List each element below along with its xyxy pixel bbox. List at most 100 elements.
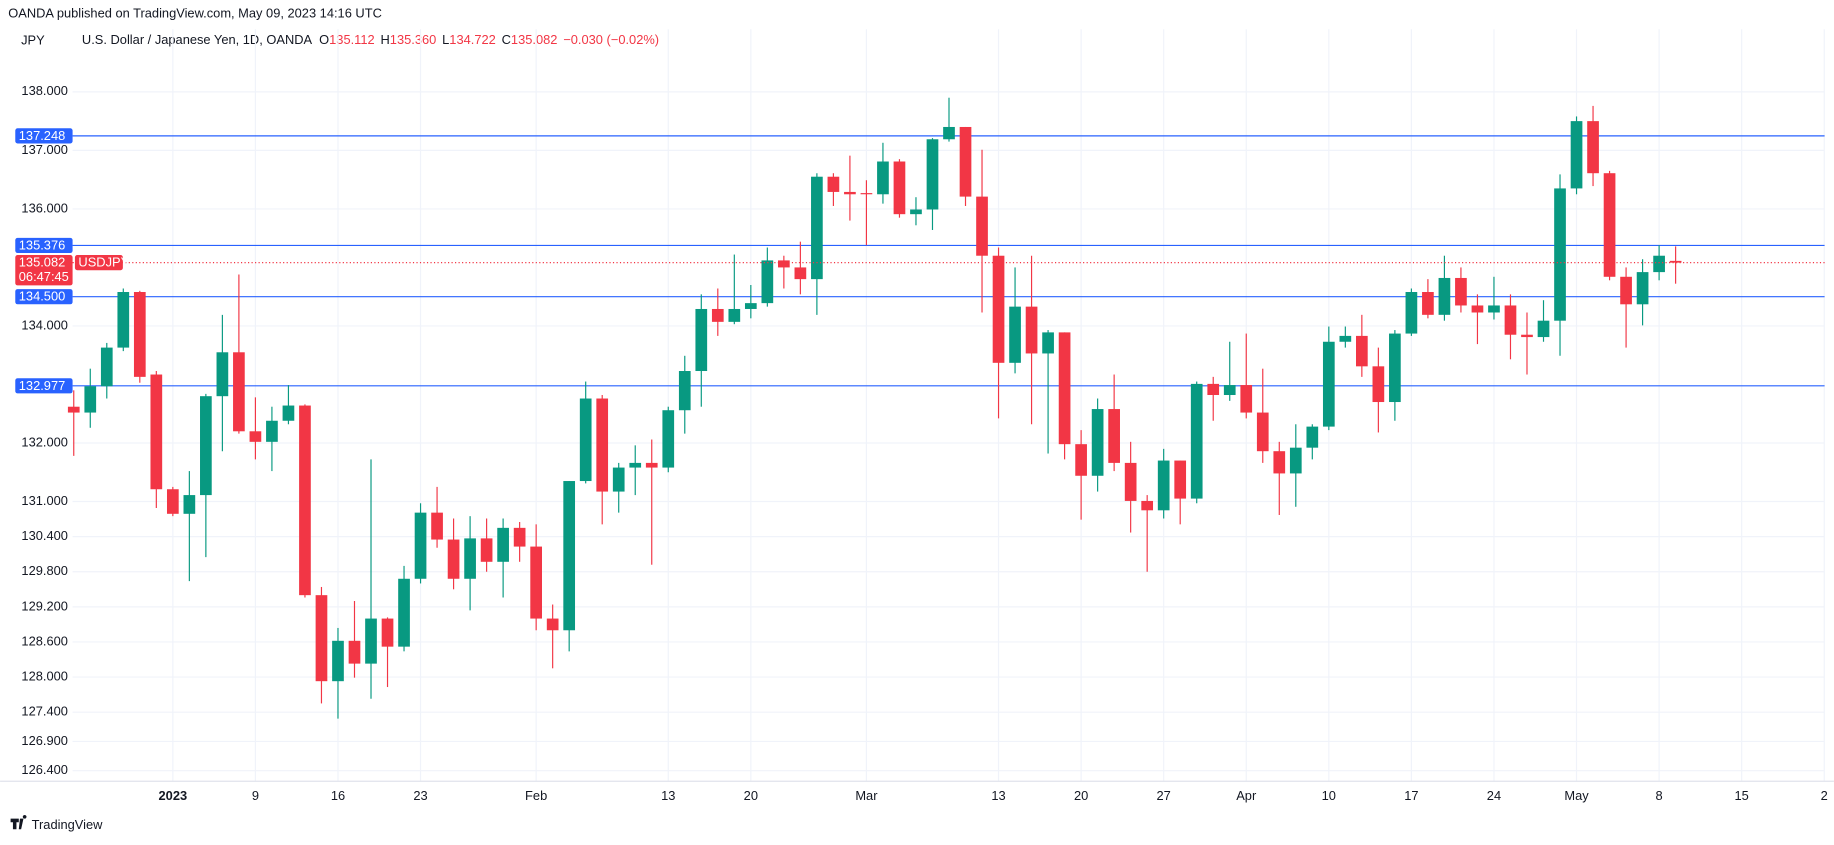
legend-change: −0.030 (−0.02%) [563, 32, 659, 47]
y-tick-label: 132.000 [21, 434, 67, 449]
x-tick-label: 8 [1656, 788, 1663, 803]
candle-body [1124, 462, 1137, 501]
candle-body [1174, 460, 1187, 499]
legend-value: 134.722 [449, 32, 495, 47]
candle-body [1240, 385, 1253, 413]
grid [72, 29, 1825, 782]
candle-body [1108, 409, 1120, 463]
x-tick-label: 13 [661, 788, 675, 803]
symbol-legend: U.S. Dollar / Japanese Yen, 1D, OANDA O13… [82, 32, 659, 47]
candle-body [1058, 332, 1071, 445]
x-tick-label: 16 [331, 788, 345, 803]
candle-body [497, 527, 509, 562]
level-badge [15, 237, 73, 254]
level-badge [15, 378, 73, 394]
legend-value: 135.112 [329, 32, 375, 47]
legend-value: 135.360 [390, 32, 436, 47]
candle-body [893, 161, 906, 215]
x-tick-label: 17 [1404, 788, 1418, 803]
legend-value: 135.082 [511, 32, 557, 47]
x-tick-label: 2 [1821, 788, 1828, 803]
candle-body [348, 640, 361, 664]
candle-body [1372, 366, 1385, 403]
y-tick-label: 138.000 [21, 83, 67, 98]
candle-body [1669, 260, 1682, 263]
candle-body [695, 308, 708, 372]
candle-body [365, 618, 377, 664]
last-price-badge [15, 255, 73, 286]
candle-body [976, 196, 988, 256]
candle-body [183, 495, 196, 514]
candle-body [778, 260, 790, 268]
logo-icon [10, 814, 27, 830]
brand-logo: TradingView [10, 814, 103, 832]
level-label: 135.376 [19, 237, 65, 252]
candle-body [1042, 332, 1054, 354]
symbol-badge [74, 255, 123, 271]
y-tick-label: 134.000 [21, 317, 67, 332]
candle-body [530, 546, 542, 619]
candle-body [1603, 173, 1616, 277]
candle-body [1256, 412, 1269, 452]
candle-body [711, 308, 724, 322]
candle-body [1306, 426, 1319, 448]
candle-body [1570, 121, 1583, 189]
candle-body [216, 352, 229, 397]
candle-body [513, 527, 526, 547]
y-tick-label: 131.000 [21, 493, 67, 508]
candle-body [877, 161, 889, 195]
candle-body [563, 481, 576, 631]
level-label: 132.977 [19, 378, 65, 393]
candle-body [282, 405, 295, 421]
candle-body [233, 352, 245, 432]
candle-body [1471, 305, 1484, 313]
candle-body [480, 538, 493, 562]
candle-body [67, 406, 80, 413]
x-tick-label: Mar [855, 788, 878, 803]
x-tick-label: 9 [252, 788, 259, 803]
candle-body [959, 126, 972, 197]
candle-body [992, 255, 1005, 363]
level-badge [15, 128, 73, 144]
y-tick-label: 130.400 [21, 528, 67, 543]
candle-body [1009, 306, 1021, 363]
candle-body [1554, 188, 1566, 321]
candle-body [1504, 305, 1517, 335]
x-tick-label: 13 [991, 788, 1005, 803]
candle-body [1157, 460, 1170, 511]
legend-key: H [381, 32, 390, 47]
legend-key: C [502, 32, 511, 47]
x-tick-label: 27 [1157, 788, 1171, 803]
candle-body [926, 139, 939, 210]
candle-body [1190, 383, 1203, 499]
candle-body [1091, 409, 1104, 476]
y-tick-label: 128.000 [21, 668, 67, 683]
candle-body [612, 467, 625, 492]
candle-body [910, 209, 922, 215]
candle-body [546, 618, 559, 631]
candle-body [943, 126, 955, 140]
candle-body [1075, 444, 1087, 476]
candle-body [1422, 292, 1434, 315]
candle-body [1405, 292, 1418, 334]
y-tick-label: 137.000 [21, 142, 67, 157]
brand-name: TradingView [32, 817, 103, 832]
candle-body [1289, 447, 1302, 474]
candle-body [332, 640, 344, 682]
y-tick-label: 128.600 [21, 633, 67, 648]
y-tick-label: 129.800 [21, 563, 67, 578]
candle-body [100, 347, 113, 387]
x-tick-label: Apr [1236, 788, 1257, 803]
candle-body [1521, 334, 1533, 338]
y-tick-label: 136.000 [21, 200, 67, 215]
candle-body [1356, 335, 1368, 367]
level-label: 137.248 [19, 128, 65, 143]
candle-body [1389, 333, 1401, 403]
candle-body [447, 539, 460, 579]
legend-key: L [442, 32, 449, 47]
x-tick-label: 20 [1074, 788, 1088, 803]
candle-body [1636, 272, 1649, 305]
x-tick-label: 23 [413, 788, 427, 803]
candle-body [678, 371, 691, 411]
symbol-label: USDJPY [78, 255, 129, 270]
